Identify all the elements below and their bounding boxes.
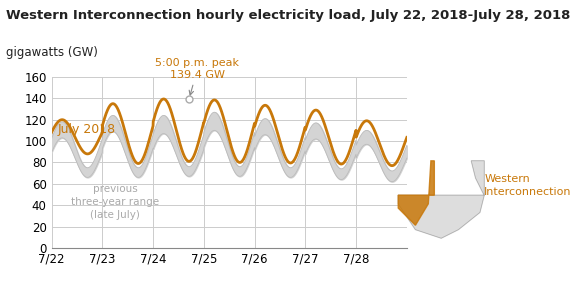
Polygon shape xyxy=(398,161,484,238)
Text: 5:00 p.m. peak
139.4 GW: 5:00 p.m. peak 139.4 GW xyxy=(155,58,240,95)
Polygon shape xyxy=(398,161,434,225)
Text: Western
Interconnection: Western Interconnection xyxy=(484,174,572,197)
Text: gigawatts (GW): gigawatts (GW) xyxy=(6,46,97,59)
Text: previous
three-year range
(late July): previous three-year range (late July) xyxy=(71,184,159,220)
Text: July 2018: July 2018 xyxy=(58,123,116,136)
Text: Western Interconnection hourly electricity load, July 22, 2018-July 28, 2018: Western Interconnection hourly electrici… xyxy=(6,9,570,22)
